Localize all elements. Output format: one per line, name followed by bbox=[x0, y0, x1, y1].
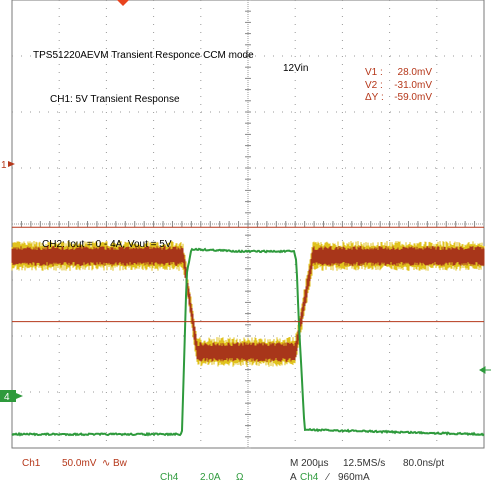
status-trigger-source: Ch4 bbox=[300, 472, 319, 482]
status-ch4: Ch4 bbox=[160, 472, 179, 482]
ch4-trace-path bbox=[11, 247, 485, 437]
status-trigger-mode: A bbox=[290, 472, 297, 482]
status-ch1: Ch1 bbox=[22, 458, 41, 469]
status-ch4-scale: 2.0A bbox=[200, 472, 221, 482]
input-voltage-annotation: 12Vin bbox=[283, 63, 308, 74]
ch1-ref-label: 1 bbox=[1, 160, 7, 171]
ch1-waveform bbox=[11, 246, 485, 362]
cursor-delta-label: ΔY : bbox=[365, 92, 384, 103]
ch1-annotation: CH1: 5V Transient Response bbox=[50, 94, 180, 105]
status-sample-rate: 12.5MS/s bbox=[343, 458, 385, 469]
status-resolution: 80.0ns/pt bbox=[403, 458, 444, 469]
graticule-grid bbox=[11, 0, 485, 449]
cursor-v2-value: -31.0mV bbox=[394, 80, 432, 91]
ch2-annotation: CH2: Iout = 0 - 4A, Vout = 5V bbox=[42, 239, 172, 250]
status-ch1-scale: 50.0mV bbox=[62, 458, 97, 469]
ch4-ref-label: 4 bbox=[4, 392, 10, 403]
ch4-ref-arrow-icon bbox=[16, 393, 23, 399]
ch4-ref-box bbox=[0, 390, 16, 402]
cursor-v1-label: V1 : bbox=[365, 67, 383, 78]
status-ch4-impedance-icon: Ω bbox=[236, 472, 244, 482]
ch1-ref-arrow-icon bbox=[8, 161, 15, 167]
trigger-position-marker bbox=[117, 0, 129, 6]
chart-title: TPS51220AEVM Transient Responce CCM mode bbox=[33, 50, 254, 61]
status-trigger-slope-icon: ∕ bbox=[324, 472, 330, 482]
cursor-delta-value: -59.0mV bbox=[394, 92, 432, 103]
status-ch1-coupling-icon: ∿ bbox=[102, 458, 110, 469]
trigger-level-arrow-icon bbox=[479, 366, 491, 374]
status-ch1-bw-icon: Bw bbox=[113, 458, 128, 469]
cursor-v1-value: 28.0mV bbox=[398, 67, 433, 78]
ch4-waveform bbox=[11, 247, 485, 437]
status-trigger-level: 960mA bbox=[338, 472, 370, 482]
status-timebase: M 200µs bbox=[290, 458, 329, 469]
cursor-v2-label: V2 : bbox=[365, 80, 383, 91]
